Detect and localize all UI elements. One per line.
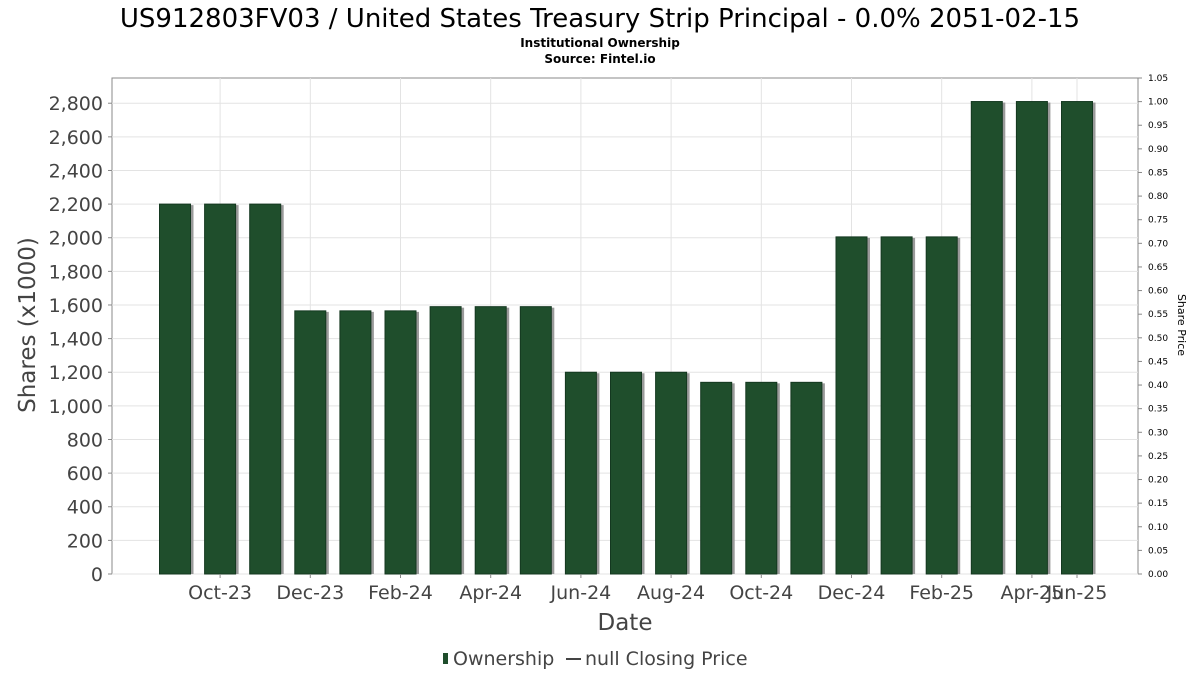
y2-tick-label: 0.90: [1148, 145, 1168, 155]
y2-tick-label: 0.15: [1148, 499, 1168, 509]
y-tick-label: 200: [67, 530, 103, 552]
y-tick-label: 600: [67, 463, 103, 485]
y-axis-ticks: 0 200 400 600 800 1,000 1,200 1,400 1,600 1,800 2,…: [49, 93, 112, 586]
ownership-bar: [339, 310, 372, 575]
ownership-bar: [564, 371, 597, 575]
ownership-bar: [1015, 101, 1048, 575]
chart-subtitle-source: Source: Fintel.io: [544, 52, 655, 66]
y2-tick-label: 0.35: [1148, 405, 1168, 415]
ownership-bar: [790, 381, 823, 575]
y2-tick-label: 0.75: [1148, 216, 1168, 226]
ownership-bar: [429, 306, 462, 575]
ownership-bar: [204, 203, 237, 575]
ownership-bar: [474, 306, 507, 575]
secondary-y-axis-ticks: 0.00 0.05 0.10 0.15 0.20 0.25 0.30 0.35 0.40 0.45…: [1138, 74, 1168, 580]
x-tick-label: Feb-24: [368, 582, 433, 604]
y-tick-label: 1,000: [49, 396, 103, 418]
legend: Ownership null Closing Price: [443, 648, 748, 670]
y-tick-label: 2,800: [49, 93, 103, 115]
secondary-y-axis-label: Share Price: [1175, 294, 1188, 356]
y2-tick-label: 0.10: [1148, 523, 1168, 533]
y2-tick-label: 0.60: [1148, 287, 1168, 297]
ownership-bar: [519, 306, 552, 575]
y2-tick-label: 0.65: [1148, 263, 1168, 273]
ownership-bar: [159, 203, 191, 575]
x-tick-label: Aug-24: [637, 582, 705, 604]
y2-tick-label: 0.55: [1148, 310, 1168, 320]
x-tick-label: Jun-24: [550, 582, 612, 604]
ownership-bar: [655, 371, 688, 575]
y2-tick-label: 0.05: [1148, 546, 1168, 556]
y-tick-label: 2,400: [49, 160, 103, 182]
y2-tick-label: 0.45: [1148, 357, 1168, 367]
y-tick-label: 1,600: [49, 295, 103, 317]
ownership-bars: [159, 101, 1096, 575]
x-axis-label: Date: [598, 610, 653, 636]
y-tick-label: 1,200: [49, 362, 103, 384]
y-tick-label: 2,600: [49, 127, 103, 149]
y-tick-label: 2,000: [49, 228, 103, 250]
y-tick-label: 1,400: [49, 329, 103, 351]
y2-tick-label: 0.30: [1148, 428, 1168, 438]
x-tick-label: Oct-24: [729, 582, 793, 604]
y-tick-label: 2,200: [49, 194, 103, 216]
chart-subtitle-institutional-ownership: Institutional Ownership: [520, 36, 680, 50]
legend-ownership-label: Ownership: [453, 648, 554, 670]
legend-ownership-swatch: [443, 653, 448, 664]
y2-tick-label: 0.20: [1148, 476, 1168, 486]
y2-tick-label: 0.40: [1148, 381, 1168, 391]
y-tick-label: 0: [91, 564, 103, 586]
y2-tick-label: 0.85: [1148, 168, 1168, 178]
ownership-bar: [384, 310, 417, 575]
ownership-bar: [925, 236, 958, 575]
ownership-bar: [610, 371, 642, 575]
ownership-bar: [294, 310, 327, 575]
y-axis-label: Shares (x1000): [15, 237, 41, 413]
ownership-bar: [1061, 101, 1093, 575]
ownership-bar: [745, 381, 778, 575]
ownership-bar: [249, 203, 282, 575]
y2-tick-label: 1.05: [1148, 74, 1168, 84]
legend-closing-price-label: null Closing Price: [585, 648, 748, 670]
x-tick-label: Dec-23: [276, 582, 344, 604]
chart-title: US912803FV03 / United States Treasury St…: [120, 4, 1080, 34]
y2-tick-label: 1.00: [1148, 98, 1168, 108]
y2-tick-label: 0.95: [1148, 121, 1168, 131]
x-tick-label: Apr-24: [459, 582, 522, 604]
x-tick-label: Apr-25: [1001, 582, 1064, 604]
x-tick-label: Jun-25: [1046, 582, 1108, 604]
y2-tick-label: 0.00: [1148, 570, 1168, 580]
x-tick-label: Oct-23: [188, 582, 252, 604]
ownership-bar: [835, 236, 868, 575]
ownership-bar: [700, 381, 733, 575]
y2-tick-label: 0.50: [1148, 334, 1168, 344]
x-tick-label: Dec-24: [818, 582, 886, 604]
x-axis-ticks: Oct-23 Dec-23 Feb-24 Apr-24 Jun-24 Aug-24 Oct-…: [188, 574, 1107, 604]
ownership-bar: [880, 236, 913, 575]
x-tick-label: Feb-25: [909, 582, 974, 604]
y2-tick-label: 0.70: [1148, 239, 1168, 249]
ownership-bar: [970, 101, 1003, 575]
y2-tick-label: 0.25: [1148, 452, 1168, 462]
y-tick-label: 400: [67, 497, 103, 519]
y-tick-label: 800: [67, 429, 103, 451]
y2-tick-label: 0.80: [1148, 192, 1168, 202]
y-tick-label: 1,800: [49, 261, 103, 283]
